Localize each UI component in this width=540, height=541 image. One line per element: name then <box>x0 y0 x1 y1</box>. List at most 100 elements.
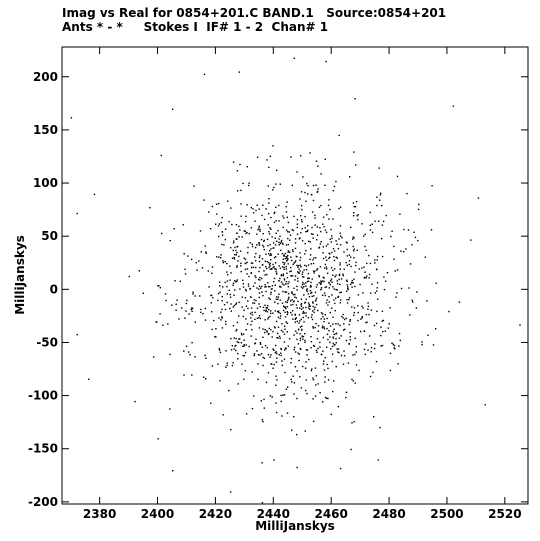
data-point <box>300 303 302 306</box>
data-point <box>286 257 288 259</box>
data-point <box>312 310 314 312</box>
data-point <box>321 280 324 282</box>
data-point <box>185 310 187 312</box>
data-point <box>370 347 373 349</box>
data-point <box>303 312 305 314</box>
data-point <box>219 351 222 354</box>
data-point <box>327 243 329 245</box>
data-point <box>324 184 326 186</box>
data-point <box>329 325 332 327</box>
data-point <box>380 334 382 337</box>
data-point <box>416 291 418 293</box>
data-point <box>470 239 472 241</box>
data-point <box>278 335 281 338</box>
data-point <box>329 238 331 240</box>
data-point <box>393 347 395 349</box>
data-point <box>269 315 271 318</box>
data-point <box>357 219 359 221</box>
data-point <box>244 221 247 223</box>
data-point <box>244 268 247 271</box>
data-point <box>195 262 197 264</box>
data-point <box>283 278 286 280</box>
chart-title: Imag vs Real for 0854+201.C BAND.1 Sourc… <box>62 6 447 20</box>
data-point <box>346 242 348 244</box>
data-point <box>301 325 303 327</box>
data-point <box>358 268 360 270</box>
data-point <box>303 321 305 323</box>
data-point <box>202 313 204 315</box>
data-point <box>273 459 275 461</box>
data-point <box>351 281 353 284</box>
data-point <box>352 215 355 217</box>
data-point <box>291 381 293 383</box>
data-point <box>203 73 206 75</box>
data-point <box>357 319 359 322</box>
data-point <box>167 323 169 325</box>
data-point <box>239 229 241 231</box>
data-point <box>336 243 338 245</box>
data-point <box>304 191 306 194</box>
data-point <box>374 292 376 294</box>
data-point <box>277 296 280 298</box>
data-point <box>235 303 237 306</box>
data-point <box>342 363 345 365</box>
data-point <box>385 280 387 282</box>
data-point <box>328 257 330 260</box>
data-point <box>241 296 243 298</box>
data-point <box>263 218 266 221</box>
y-tick-label: 100 <box>33 176 58 190</box>
data-point <box>296 433 298 436</box>
data-point <box>253 395 255 397</box>
data-point <box>220 311 222 313</box>
data-point <box>346 290 348 292</box>
data-point <box>340 335 342 337</box>
data-point <box>348 260 351 262</box>
data-point <box>285 291 287 293</box>
data-point <box>270 291 272 293</box>
data-point <box>280 329 283 332</box>
data-point <box>240 342 243 344</box>
data-point <box>247 307 249 310</box>
data-point <box>431 185 433 187</box>
data-point <box>369 224 372 226</box>
data-point <box>232 284 234 286</box>
data-point <box>389 352 392 355</box>
data-point <box>328 287 330 289</box>
data-point <box>315 297 318 300</box>
data-point <box>280 239 283 242</box>
data-point <box>305 282 307 284</box>
data-point <box>258 225 260 227</box>
data-point <box>269 395 272 397</box>
data-point <box>226 362 228 364</box>
data-point <box>333 328 335 330</box>
data-point <box>243 344 245 346</box>
data-point <box>318 274 320 277</box>
data-point <box>315 349 318 352</box>
data-point <box>272 367 274 369</box>
data-point <box>216 213 218 215</box>
data-point <box>222 414 224 416</box>
y-tick-label: 200 <box>33 70 58 84</box>
data-point <box>322 350 324 352</box>
data-point <box>270 253 272 255</box>
data-point <box>307 277 309 280</box>
data-point <box>291 229 293 231</box>
data-point <box>230 429 232 431</box>
data-point <box>247 246 249 249</box>
x-tick-label: 2480 <box>372 507 405 521</box>
data-point <box>324 376 326 378</box>
data-point <box>314 217 316 219</box>
data-point <box>267 224 269 226</box>
data-point <box>291 429 293 431</box>
data-point <box>361 223 363 225</box>
data-point <box>379 199 381 201</box>
data-point <box>343 350 345 352</box>
data-point <box>319 346 321 348</box>
data-point <box>335 180 337 183</box>
data-point <box>325 266 328 268</box>
data-point <box>365 321 367 324</box>
data-point <box>253 354 255 357</box>
data-point <box>156 321 158 323</box>
y-tick-label: -150 <box>28 442 58 456</box>
data-point <box>262 364 264 367</box>
